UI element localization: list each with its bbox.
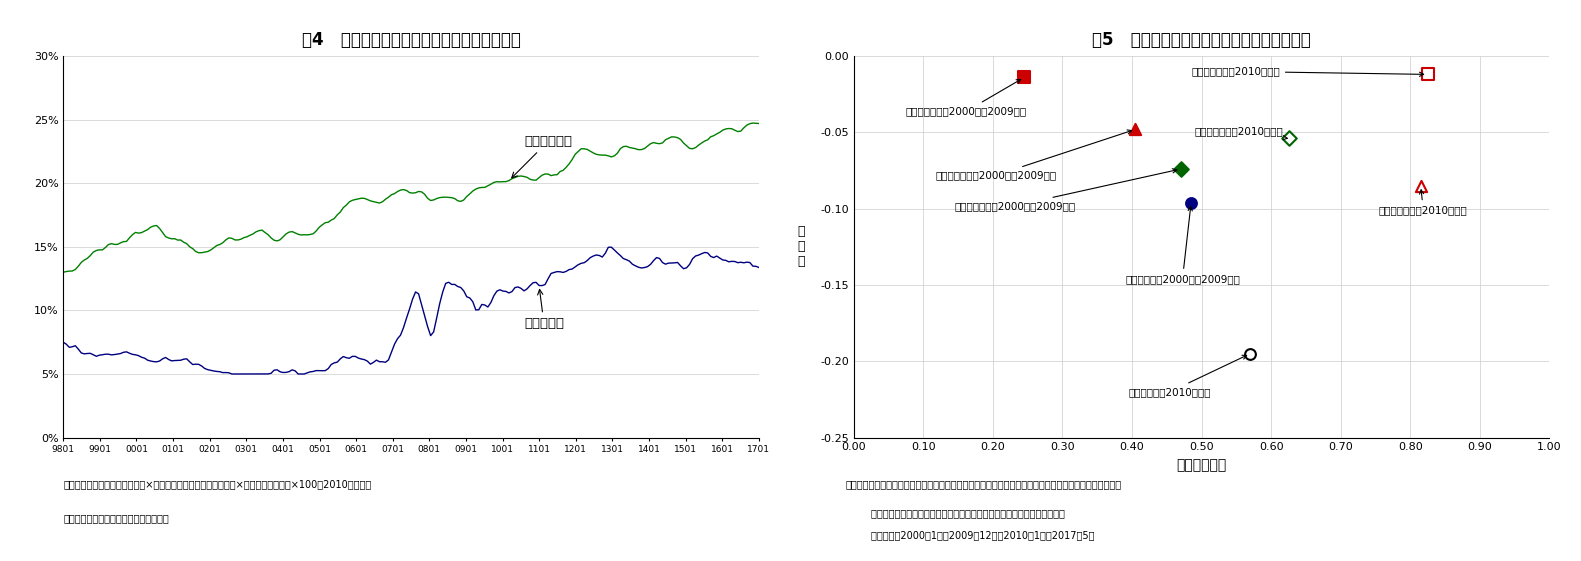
Text: 非耐久消費財（2010年～）: 非耐久消費財（2010年～） xyxy=(1195,126,1287,140)
Text: 耐久消費財: 耐久消費財 xyxy=(523,289,564,330)
Text: 半耐久消費財（2010年～）: 半耐久消費財（2010年～） xyxy=(1379,190,1467,215)
Point xyxy=(1178,198,1203,207)
Point xyxy=(1012,73,1037,82)
Text: （資料）経済産業省「鉱工業総供給表」: （資料）経済産業省「鉱工業総供給表」 xyxy=(63,513,169,523)
Point xyxy=(1276,134,1301,143)
Text: 一般サービス（2000年～2009年）: 一般サービス（2000年～2009年） xyxy=(906,80,1028,116)
Point xyxy=(1168,164,1194,173)
Text: （注）輸入浸透度＝（輸入指数×輸入ウェイト）／（総供給指数×総供給ウェイト）×100（2010年基準）: （注）輸入浸透度＝（輸入指数×輸入ウェイト）／（総供給指数×総供給ウェイト）×1… xyxy=(63,480,372,490)
Point xyxy=(1238,349,1263,358)
Title: 図5   為替変動による財別消費者物価への影響: 図5 為替変動による財別消費者物価への影響 xyxy=(1092,31,1311,49)
Point xyxy=(1409,181,1434,190)
Text: （注）財別消費者物価（前年比）の名目実効為替レート（前年比）に対する感応度、時差相関係数を計測: （注）財別消費者物価（前年比）の名目実効為替レート（前年比）に対する感応度、時差… xyxy=(846,480,1123,490)
Text: 一般サービス（2010年～）: 一般サービス（2010年～） xyxy=(1190,66,1423,76)
Text: 非耐久消費財（2000年～2009年）: 非耐久消費財（2000年～2009年） xyxy=(955,169,1176,211)
Text: 計測期間は2000年1月～2009年12月、2010年1月～2017年5月: 計測期間は2000年1月～2009年12月、2010年1月～2017年5月 xyxy=(846,530,1094,540)
Text: 非耐久消費財: 非耐久消費財 xyxy=(512,135,572,178)
Text: 耐久消費財（2010年～）: 耐久消費財（2010年～） xyxy=(1129,355,1247,397)
Text: 耐久消費財（2000年～2009年）: 耐久消費財（2000年～2009年） xyxy=(1126,206,1240,284)
Text: 時差相関係数が最も高い先行月数の感応度、時差相関係数をプロットした: 時差相関係数が最も高い先行月数の感応度、時差相関係数をプロットした xyxy=(846,508,1064,518)
Point xyxy=(1123,125,1148,134)
Y-axis label: 感
応
度: 感 応 度 xyxy=(797,226,805,268)
X-axis label: 時差相関係数: 時差相関係数 xyxy=(1176,458,1227,472)
Text: 半耐久消費財（2000年～2009年）: 半耐久消費財（2000年～2009年） xyxy=(936,130,1132,180)
Point xyxy=(1415,70,1440,79)
Title: 図4   耐久消費財、非耐久消費財の輸入浸透度: 図4 耐久消費財、非耐久消費財の輸入浸透度 xyxy=(302,31,520,49)
